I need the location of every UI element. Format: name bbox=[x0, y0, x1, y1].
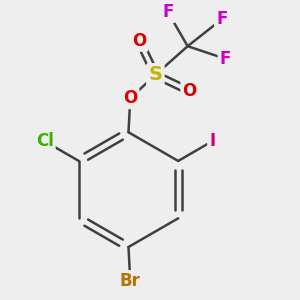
Text: Br: Br bbox=[120, 272, 141, 290]
Text: O: O bbox=[182, 82, 197, 100]
Text: O: O bbox=[123, 89, 137, 107]
Text: S: S bbox=[148, 65, 162, 84]
Text: O: O bbox=[132, 32, 146, 50]
Text: F: F bbox=[216, 10, 227, 28]
Text: Cl: Cl bbox=[36, 132, 54, 150]
Text: F: F bbox=[220, 50, 231, 68]
Text: I: I bbox=[209, 132, 215, 150]
Text: F: F bbox=[162, 3, 174, 21]
